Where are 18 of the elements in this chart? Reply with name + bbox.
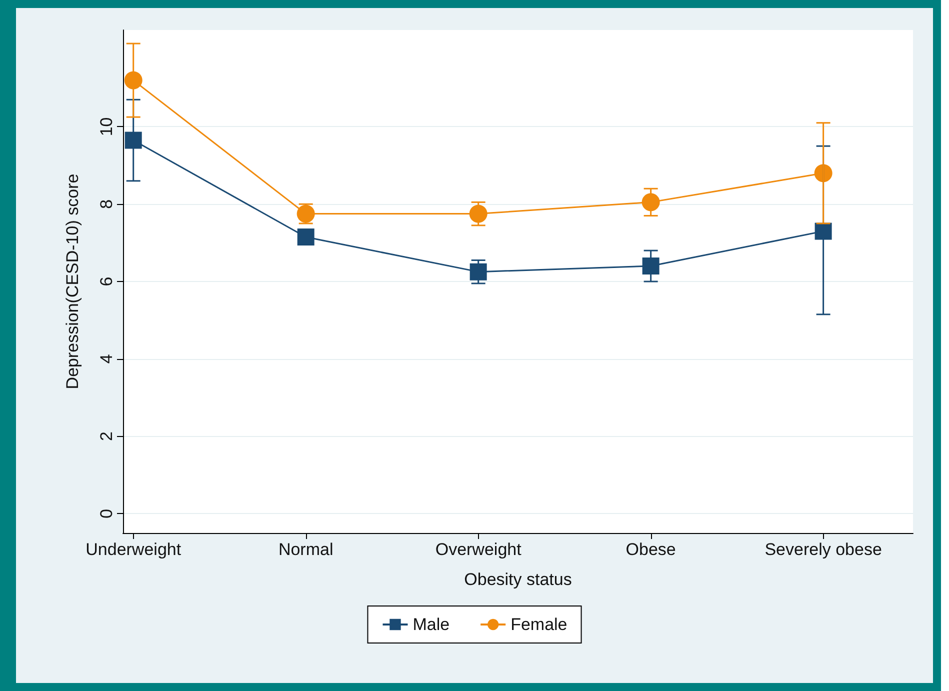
point bbox=[124, 132, 142, 149]
legend-label: Male bbox=[412, 615, 450, 634]
y-tick-label: 10 bbox=[97, 117, 116, 136]
y-axis-title: Depression(CESD-10) score bbox=[63, 174, 82, 390]
x-axis-title: Obesity status bbox=[464, 570, 572, 589]
x-tick-label: Obese bbox=[626, 540, 676, 559]
point bbox=[470, 263, 487, 280]
y-tick-label: 0 bbox=[97, 508, 116, 518]
y-tick-label: 8 bbox=[97, 199, 116, 209]
x-tick-label: Underweight bbox=[86, 540, 182, 559]
x-tick-label: Overweight bbox=[435, 540, 522, 559]
legend-label: Female bbox=[510, 615, 568, 634]
x-tick-label: Severely obese bbox=[764, 540, 882, 559]
x-tick-label: Normal bbox=[278, 540, 334, 559]
y-tick-label: 2 bbox=[97, 432, 116, 442]
y-tick-label: 4 bbox=[97, 354, 116, 364]
y-tick-label: 6 bbox=[97, 276, 116, 286]
point bbox=[642, 258, 660, 275]
